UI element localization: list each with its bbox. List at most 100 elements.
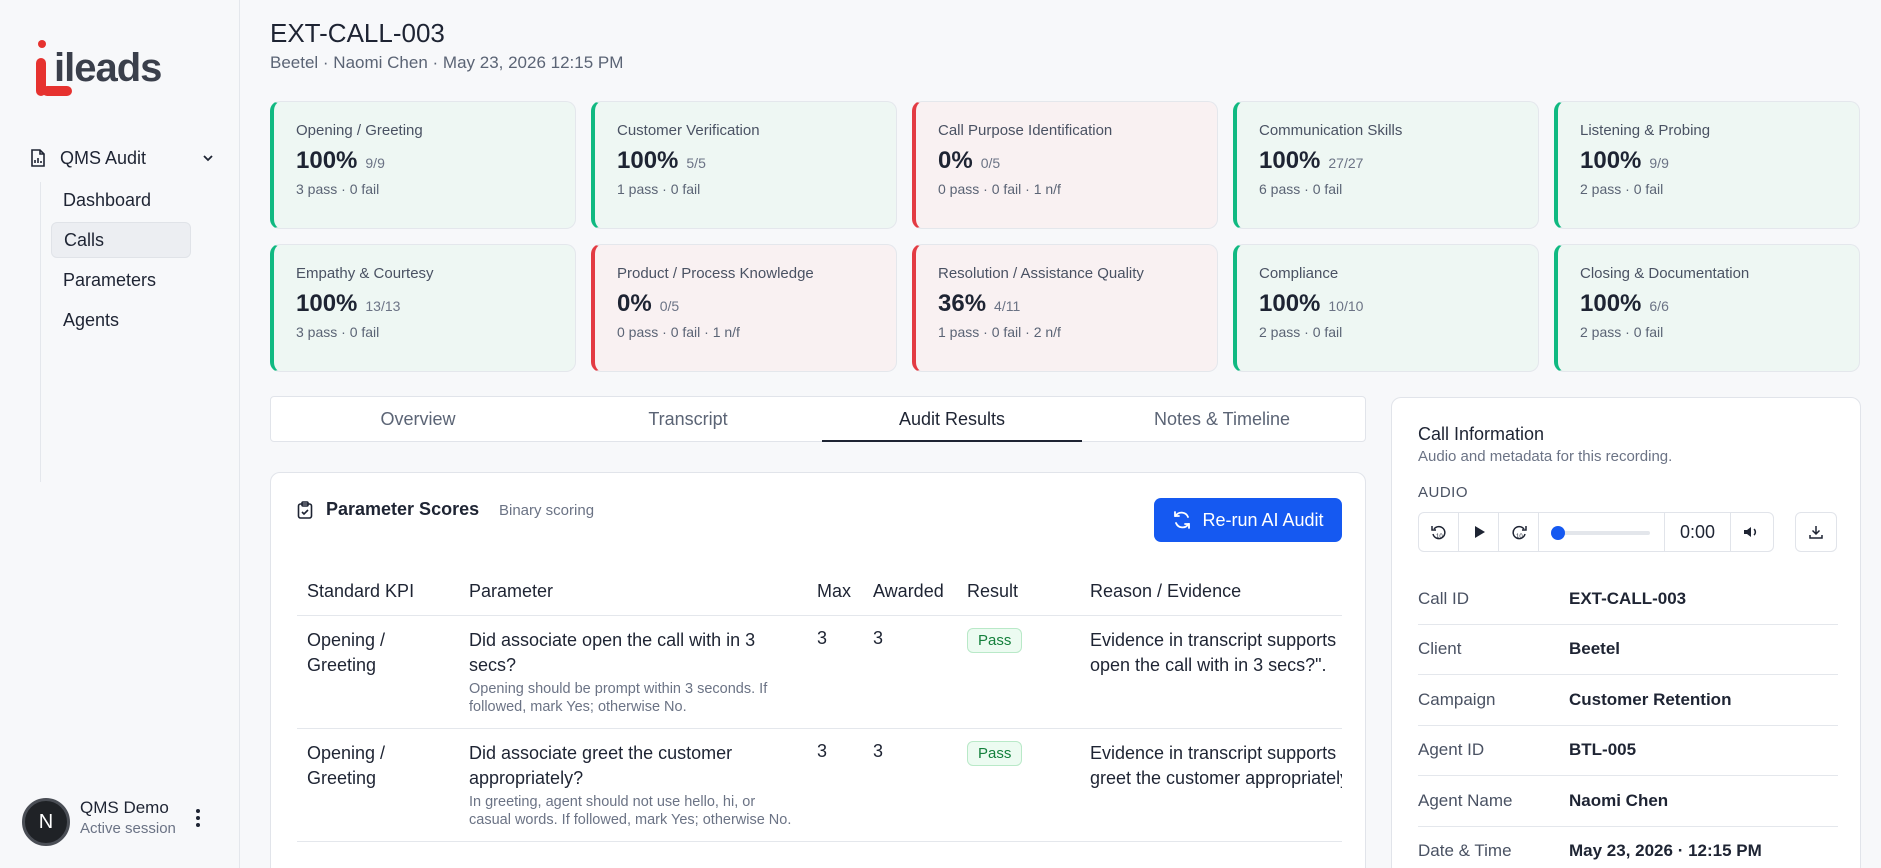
row-evidence: Evidence in transcript supports open the… [1080, 615, 1342, 729]
metadata-value: Beetel [1569, 639, 1621, 659]
volume-button[interactable] [1731, 513, 1771, 551]
user-name: QMS Demo [80, 798, 169, 817]
kpi-card-title: Closing & Documentation [1580, 265, 1750, 282]
kpi-card-note: 0 pass · 0 fail · 1 n/f [617, 324, 740, 340]
rerun-audit-button[interactable]: Re-run AI Audit [1154, 498, 1342, 542]
kpi-card-note: 2 pass · 0 fail [1580, 324, 1664, 340]
logo-bar [36, 58, 46, 96]
table-row[interactable]: Opening / Greeting Did associate greet t… [297, 728, 1342, 842]
svg-text:10: 10 [1436, 534, 1443, 540]
call-info-title: Call Information [1418, 424, 1545, 444]
nav-children: Dashboard Calls Parameters Agents [40, 182, 200, 482]
avatar: N [22, 798, 70, 846]
kpi-card-note: 6 pass · 0 fail [1259, 181, 1343, 197]
report-icon [31, 149, 45, 167]
metadata-key: Campaign [1418, 689, 1496, 709]
svg-text:10: 10 [1516, 534, 1523, 540]
metadata-row: Call ID EXT-CALL-003 [1418, 574, 1838, 625]
metadata-row: Campaign Customer Retention [1418, 675, 1838, 726]
sidebar-item-dashboard[interactable]: Dashboard [63, 189, 152, 210]
kpi-card-title: Communication Skills [1259, 122, 1403, 139]
kpi-card: Empathy & Courtesy 100% 13/13 3 pass · 0 … [270, 244, 576, 372]
volume-icon [1744, 527, 1757, 537]
metadata-value: Customer Retention [1569, 689, 1732, 709]
sidebar-item-agents[interactable]: Agents [63, 309, 120, 330]
user-menu[interactable]: N QMS Demo Active session [22, 796, 222, 848]
panel-title: Parameter Scores [326, 499, 480, 519]
logo-foot [42, 86, 72, 96]
kpi-card-score: 0% 0/5 [938, 147, 1001, 174]
kpi-card-note: 2 pass · 0 fail [1259, 324, 1343, 340]
nav-group-toggle[interactable]: QMS Audit [30, 144, 215, 172]
call-info-subtitle: Audio and metadata for this recording. [1418, 448, 1673, 465]
kpi-card-note: 1 pass · 0 fail · 2 n/f [938, 324, 1061, 340]
status-badge: Pass [967, 627, 1023, 653]
tab-overview[interactable]: Overview [380, 409, 456, 429]
metadata-key: Agent Name [1418, 790, 1513, 810]
logo-text: ileads [54, 46, 162, 90]
rewind-10-button[interactable]: 10 [1419, 513, 1459, 551]
kpi-card-title: Product / Process Knowledge [617, 265, 814, 282]
kpi-card-title: Empathy & Courtesy [296, 265, 434, 282]
parameter-description: Opening should be prompt within 3 second… [469, 680, 768, 715]
logo-dot [38, 40, 46, 48]
seek-knob[interactable] [1551, 526, 1565, 540]
row-result: Pass [957, 615, 1080, 729]
evidence-line: Evidence in transcript supports [1090, 629, 1337, 650]
brand-logo[interactable]: ileads [36, 36, 166, 100]
kpi-card-note: 0 pass · 0 fail · 1 n/f [938, 181, 1061, 197]
parameter-title: Did associate open the call with in 3 se… [469, 629, 756, 675]
column-header[interactable]: Reason / Evidence [1080, 565, 1342, 616]
row-awarded: 3 [863, 728, 957, 842]
kpi-card: Listening & Probing 100% 9/9 2 pass · 0 f… [1554, 101, 1860, 229]
kpi-card-score: 0% 0/5 [617, 290, 680, 317]
row-max: 3 [807, 728, 863, 842]
table-row[interactable]: Opening / Greeting Did associate open th… [297, 615, 1342, 729]
download-button[interactable] [1795, 512, 1837, 552]
kpi-card-title: Resolution / Assistance Quality [938, 265, 1144, 282]
kpi-card-score: 36% 4/11 [938, 290, 1021, 317]
audio-label: AUDIO [1418, 484, 1469, 501]
parameter-scores-panel: Parameter Scores Binary scoring Re-run A… [270, 472, 1366, 868]
kpi-card-title: Listening & Probing [1580, 122, 1711, 139]
column-header[interactable]: Standard KPI [297, 565, 459, 616]
kpi-card-note: 2 pass · 0 fail [1580, 181, 1664, 197]
kpi-card: Communication Skills 100% 27/27 6 pass · … [1233, 101, 1539, 229]
sidebar-item-parameters[interactable]: Parameters [63, 269, 157, 290]
kpi-card: Resolution / Assistance Quality 36% 4/11 … [912, 244, 1218, 372]
tab-audit-results[interactable]: Audit Results [822, 397, 1082, 442]
column-header[interactable]: Parameter [459, 565, 807, 616]
metadata-row: Client Beetel [1418, 625, 1838, 675]
tab-transcript[interactable]: Transcript [648, 409, 728, 429]
column-header[interactable]: Result [957, 565, 1080, 616]
metadata-value: EXT-CALL-003 [1569, 588, 1687, 608]
forward-10-button[interactable]: 10 [1499, 513, 1539, 551]
sidebar: ileads QMS Audit Dashboard Calls Paramet… [0, 0, 240, 868]
row-parameter: Did associate greet the customer appropr… [459, 728, 807, 842]
column-header[interactable]: Awarded [863, 565, 957, 616]
metadata-key: Client [1418, 639, 1462, 659]
column-header[interactable]: Max [807, 565, 863, 616]
call-metadata: Call ID EXT-CALL-003 Client Beetel Campa… [1418, 574, 1838, 868]
kpi-card-title: Compliance [1259, 265, 1339, 282]
status-badge: Pass [967, 740, 1023, 766]
sidebar-item-calls[interactable]: Calls [51, 222, 191, 258]
kpi-card: Call Purpose Identification 0% 0/5 0 pass… [912, 101, 1218, 229]
chevron-down-icon [203, 155, 213, 162]
row-max: 3 [807, 615, 863, 729]
kpi-card: Customer Verification 100% 5/5 1 pass · 0… [591, 101, 897, 229]
nav-group-label: QMS Audit [60, 147, 147, 168]
row-parameter: Did associate open the call with in 3 se… [459, 615, 807, 729]
tab-notes-timeline[interactable]: Notes & Timeline [1153, 409, 1291, 429]
seek-slider[interactable] [1539, 513, 1665, 551]
kpi-card: Closing & Documentation 100% 6/6 2 pass ·… [1554, 244, 1860, 372]
refresh-icon [1174, 511, 1191, 529]
audio-player: 10 10 0:00 [1418, 512, 1774, 552]
row-awarded: 3 [863, 615, 957, 729]
kpi-card-note: 1 pass · 0 fail [617, 181, 701, 197]
play-button[interactable] [1459, 513, 1499, 551]
kpi-card-score: 100% 9/9 [1580, 147, 1669, 174]
more-vertical-icon[interactable] [194, 806, 202, 830]
kpi-card-score: 100% 5/5 [617, 147, 706, 174]
download-icon [1809, 526, 1823, 539]
